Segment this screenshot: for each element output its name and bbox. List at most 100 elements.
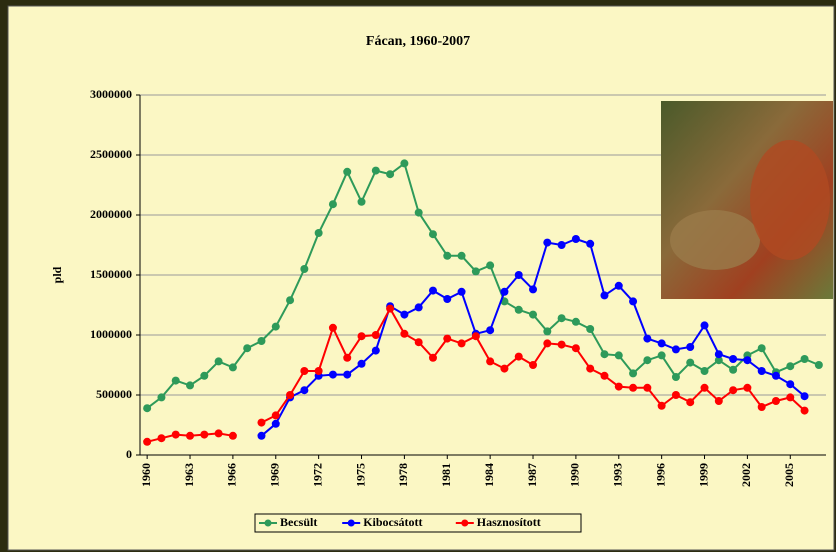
data-point <box>186 431 195 440</box>
data-point <box>557 340 566 349</box>
data-point <box>500 287 509 296</box>
data-point <box>757 344 766 353</box>
data-point <box>614 281 623 290</box>
data-point <box>786 380 795 389</box>
x-tick-label: 1960 <box>139 463 153 487</box>
data-point <box>414 208 423 217</box>
photo-detail <box>670 210 760 270</box>
data-point <box>671 373 680 381</box>
legend-label: Becsült <box>280 515 317 529</box>
data-point <box>357 359 366 368</box>
data-point <box>714 350 723 359</box>
data-point <box>343 167 352 176</box>
data-point <box>228 431 237 440</box>
data-point <box>428 230 437 239</box>
data-point <box>486 357 495 366</box>
data-point <box>371 331 380 339</box>
x-tick-label: 1966 <box>225 463 239 487</box>
y-tick-label: 1500000 <box>90 267 132 281</box>
data-point <box>457 339 466 348</box>
data-point <box>386 170 395 179</box>
chart-title: Fácan, 1960-2007 <box>366 34 470 49</box>
data-point <box>571 317 580 326</box>
data-point <box>271 411 280 420</box>
data-point <box>414 338 423 347</box>
data-point <box>271 419 280 428</box>
data-point <box>300 386 309 395</box>
data-point <box>171 376 180 385</box>
data-point <box>300 367 309 375</box>
legend-marker <box>264 519 272 527</box>
data-point <box>157 434 166 443</box>
y-tick-label: 3000000 <box>90 87 132 101</box>
data-point <box>686 343 695 351</box>
data-point <box>214 357 223 366</box>
data-point <box>414 303 423 312</box>
data-point <box>671 391 680 399</box>
data-point <box>386 304 395 313</box>
data-point <box>428 353 437 362</box>
data-point <box>328 370 337 379</box>
data-point <box>200 371 209 380</box>
data-point <box>757 403 766 411</box>
x-tick-label: 1987 <box>525 463 539 487</box>
data-point <box>271 322 280 331</box>
y-tick-label: 2500000 <box>90 147 132 161</box>
data-point <box>357 332 366 341</box>
data-point <box>471 332 480 341</box>
legend: Becsült Kibocsátott Hasznosított <box>254 513 582 533</box>
photo <box>661 101 833 299</box>
data-point <box>443 334 452 343</box>
legend-label: Kibocsátott <box>363 515 422 529</box>
data-point <box>771 397 780 405</box>
data-point <box>786 393 795 402</box>
data-point <box>800 392 809 401</box>
x-tick-label: 1996 <box>653 463 667 487</box>
data-point <box>157 393 166 402</box>
data-point <box>300 265 309 273</box>
y-tick-label: 1000000 <box>90 327 132 341</box>
x-tick-label: 1972 <box>310 463 324 487</box>
photo-detail <box>750 140 830 260</box>
data-point <box>729 355 738 363</box>
data-point <box>543 327 552 336</box>
data-point <box>600 371 609 380</box>
data-point <box>257 337 266 345</box>
data-point <box>328 200 337 209</box>
data-point <box>314 229 323 237</box>
x-tick-label: 2002 <box>739 463 753 487</box>
data-point <box>600 350 609 359</box>
data-point <box>657 401 666 410</box>
data-point <box>700 321 709 330</box>
data-point <box>643 356 652 365</box>
data-point <box>629 297 638 306</box>
data-point <box>814 361 823 369</box>
data-point <box>529 310 538 319</box>
y-tick-label: 500000 <box>96 387 132 401</box>
data-point <box>143 404 152 413</box>
x-tick-label: 1990 <box>568 463 582 487</box>
data-point <box>800 355 809 363</box>
data-point <box>428 286 437 295</box>
legend-marker <box>347 519 355 527</box>
data-point <box>471 267 480 276</box>
data-point <box>729 365 738 374</box>
data-point <box>743 356 752 365</box>
data-point <box>714 397 723 405</box>
x-tick-label: 1984 <box>482 463 496 487</box>
data-point <box>286 391 295 399</box>
data-point <box>186 381 195 390</box>
data-point <box>786 362 795 371</box>
data-point <box>314 367 323 375</box>
data-point <box>557 241 566 249</box>
data-point <box>586 364 595 373</box>
x-tick-label: 1975 <box>353 463 367 487</box>
data-point <box>357 197 366 206</box>
legend-label: Hasznosított <box>477 515 541 529</box>
data-point <box>371 346 380 355</box>
data-point <box>214 429 223 438</box>
data-point <box>457 251 466 260</box>
data-point <box>257 431 266 440</box>
data-point <box>514 305 523 314</box>
